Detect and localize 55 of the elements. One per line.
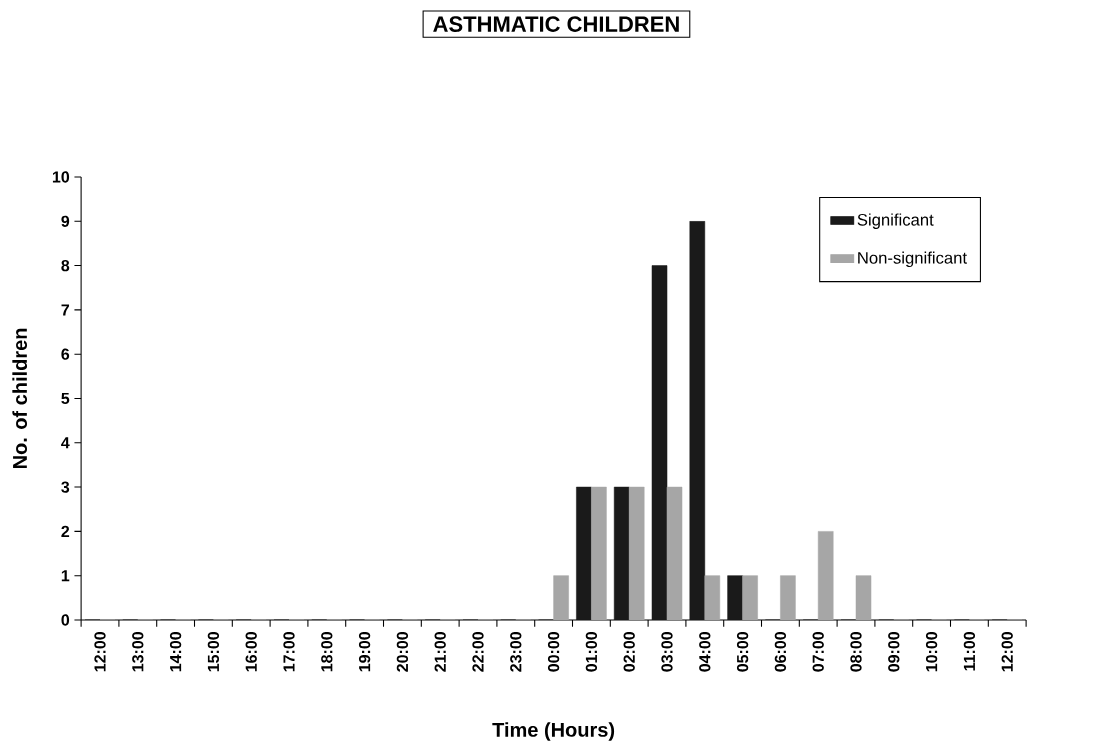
x-tick-label: 12:00 <box>94 632 106 672</box>
x-tick-label: 20:00 <box>396 632 409 672</box>
bar <box>704 575 721 620</box>
y-tick-label: 0 <box>61 614 70 626</box>
bar <box>666 486 683 620</box>
bar <box>553 575 569 620</box>
bar <box>817 531 834 620</box>
bar <box>855 575 872 620</box>
x-tick-label: 10:00 <box>925 632 938 672</box>
y-tick-label: 3 <box>61 481 70 493</box>
x-tick-label: 00:00 <box>547 632 560 672</box>
x-tick-label: 06:00 <box>774 632 787 672</box>
bar <box>727 575 743 620</box>
x-tick-label: 03:00 <box>661 632 673 672</box>
x-tick-label: 11:00 <box>963 632 976 671</box>
x-tick-label: 14:00 <box>169 632 182 672</box>
x-tick-label: 19:00 <box>358 632 371 672</box>
x-tick-label: 22:00 <box>472 632 484 672</box>
x-tick-label: 04:00 <box>699 632 711 672</box>
x-tick-label: 09:00 <box>888 632 900 672</box>
chart-title: ASTHMATIC CHILDREN <box>433 16 679 32</box>
x-tick-label: 23:00 <box>510 632 522 672</box>
y-tick-label: 5 <box>61 392 70 405</box>
legend-label: Significant <box>857 213 934 229</box>
x-tick-label: 08:00 <box>850 632 862 672</box>
y-tick-label: 9 <box>61 215 70 227</box>
y-axis-title: No. of children <box>12 328 28 469</box>
bar <box>591 486 607 620</box>
x-tick-label: 07:00 <box>812 632 824 672</box>
x-tick-label: 05:00 <box>736 632 749 672</box>
bar <box>689 221 706 620</box>
y-tick-label: 7 <box>61 304 70 316</box>
bar <box>628 486 645 620</box>
x-tick-label: 15:00 <box>207 632 220 672</box>
x-tick-label: 21:00 <box>434 632 446 672</box>
y-tick-label: 1 <box>61 570 70 582</box>
bar <box>576 486 592 620</box>
y-tick-label: 10 <box>52 171 70 183</box>
x-tick-label: 18:00 <box>321 632 333 672</box>
y-tick-label: 6 <box>61 348 70 360</box>
x-tick-label: 16:00 <box>245 632 257 672</box>
y-tick-label: 2 <box>61 525 70 537</box>
x-tick-label: 13:00 <box>132 632 144 672</box>
x-tick-label: 12:00 <box>1001 632 1013 672</box>
x-tick-label: 17:00 <box>283 632 295 672</box>
y-tick-label: 4 <box>61 437 70 449</box>
bar <box>742 575 758 620</box>
y-tick-label: 8 <box>61 259 70 272</box>
legend-label: Non-significant <box>858 251 967 268</box>
bar <box>613 486 630 620</box>
bar <box>651 265 668 620</box>
x-tick-label: 02:00 <box>623 632 635 672</box>
x-axis-title: Time (Hours) <box>492 722 615 741</box>
bar <box>780 575 796 620</box>
x-tick-label: 01:00 <box>585 632 598 672</box>
